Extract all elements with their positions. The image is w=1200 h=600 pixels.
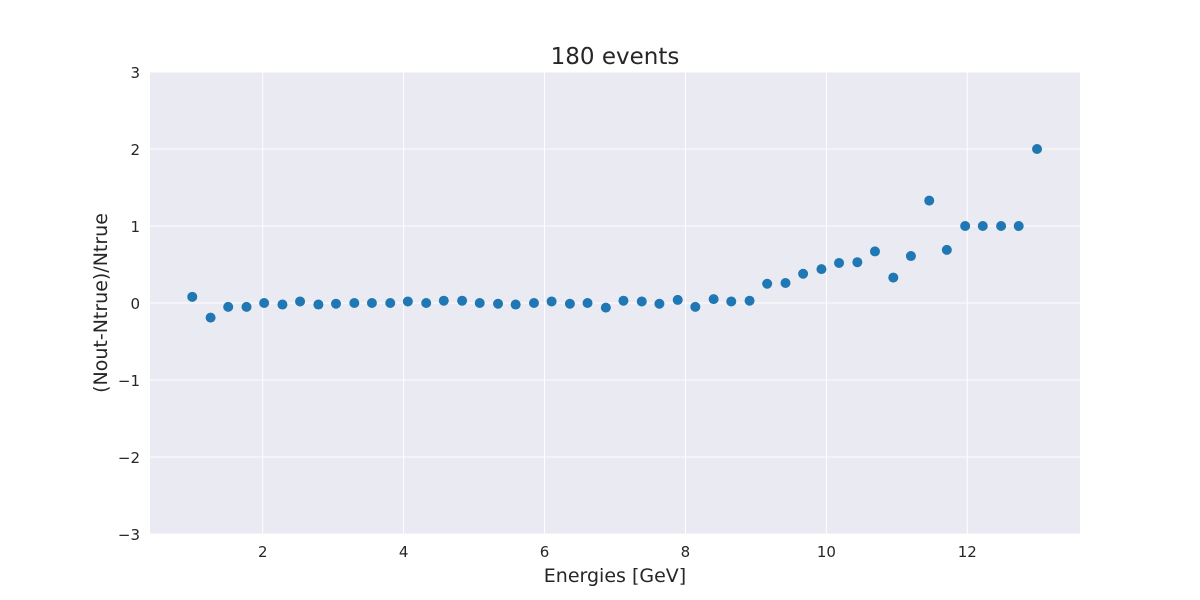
y-tick-label: −2	[118, 449, 140, 467]
x-tick-labels: 2 4 6 8 10 12	[258, 543, 977, 561]
data-point	[1013, 221, 1024, 231]
data-point	[960, 221, 971, 231]
data-point	[888, 272, 899, 283]
data-point	[528, 298, 539, 308]
data-point	[780, 277, 791, 288]
data-point	[905, 251, 916, 262]
y-tick-label: −1	[118, 372, 140, 390]
data-point	[349, 298, 360, 308]
data-point	[546, 296, 557, 307]
data-point	[223, 301, 234, 312]
x-tick-label: 8	[681, 543, 691, 561]
data-point	[852, 257, 863, 268]
data-point	[869, 246, 880, 257]
data-point	[564, 298, 575, 309]
data-point	[259, 298, 270, 308]
x-tick-label: 10	[817, 543, 836, 561]
data-point	[402, 296, 413, 307]
data-point	[618, 295, 629, 306]
data-point	[457, 295, 468, 306]
y-tick-labels: −3 −2 −1 0 1 2 3	[118, 64, 140, 544]
data-point	[582, 298, 593, 308]
x-tick-label: 4	[399, 543, 409, 561]
y-tick-label: 3	[130, 64, 140, 82]
data-point	[331, 298, 341, 309]
data-point	[941, 244, 952, 255]
data-point	[187, 291, 198, 302]
x-tick-label: 12	[958, 543, 977, 561]
data-point	[205, 312, 216, 323]
data-point	[690, 301, 701, 312]
y-grid	[150, 71, 1080, 535]
data-point	[493, 298, 504, 309]
y-tick-label: −3	[118, 526, 140, 544]
data-point	[762, 278, 773, 289]
data-point	[277, 299, 288, 310]
data-point	[474, 298, 485, 308]
data-point	[366, 298, 377, 308]
data-point	[1032, 144, 1043, 154]
y-tick-label: 0	[130, 295, 140, 313]
data-point	[996, 221, 1007, 231]
data-point	[510, 299, 521, 310]
data-point	[241, 301, 252, 312]
x-tick-label: 2	[258, 543, 268, 561]
data-point	[385, 298, 396, 308]
data-point	[295, 296, 306, 307]
data-point	[654, 298, 665, 309]
data-point	[636, 296, 647, 307]
x-axis-label: Energies [GeV]	[544, 565, 686, 587]
data-point	[726, 296, 737, 307]
data-points	[187, 144, 1043, 323]
data-point	[834, 257, 845, 268]
data-point	[672, 294, 683, 305]
y-axis-label: (Nout-Ntrue)/Ntrue	[90, 213, 112, 393]
data-point	[600, 302, 611, 313]
chart-title: 180 events	[551, 44, 680, 70]
data-point	[744, 295, 755, 306]
data-point	[816, 264, 827, 275]
x-tick-label: 6	[540, 543, 550, 561]
data-point	[977, 221, 988, 231]
data-point	[438, 295, 449, 306]
data-point	[924, 195, 935, 206]
data-point	[798, 268, 809, 279]
y-tick-label: 1	[130, 218, 140, 236]
data-point	[708, 294, 719, 305]
data-point	[421, 298, 432, 308]
data-point	[313, 299, 324, 310]
y-tick-label: 2	[130, 141, 140, 159]
